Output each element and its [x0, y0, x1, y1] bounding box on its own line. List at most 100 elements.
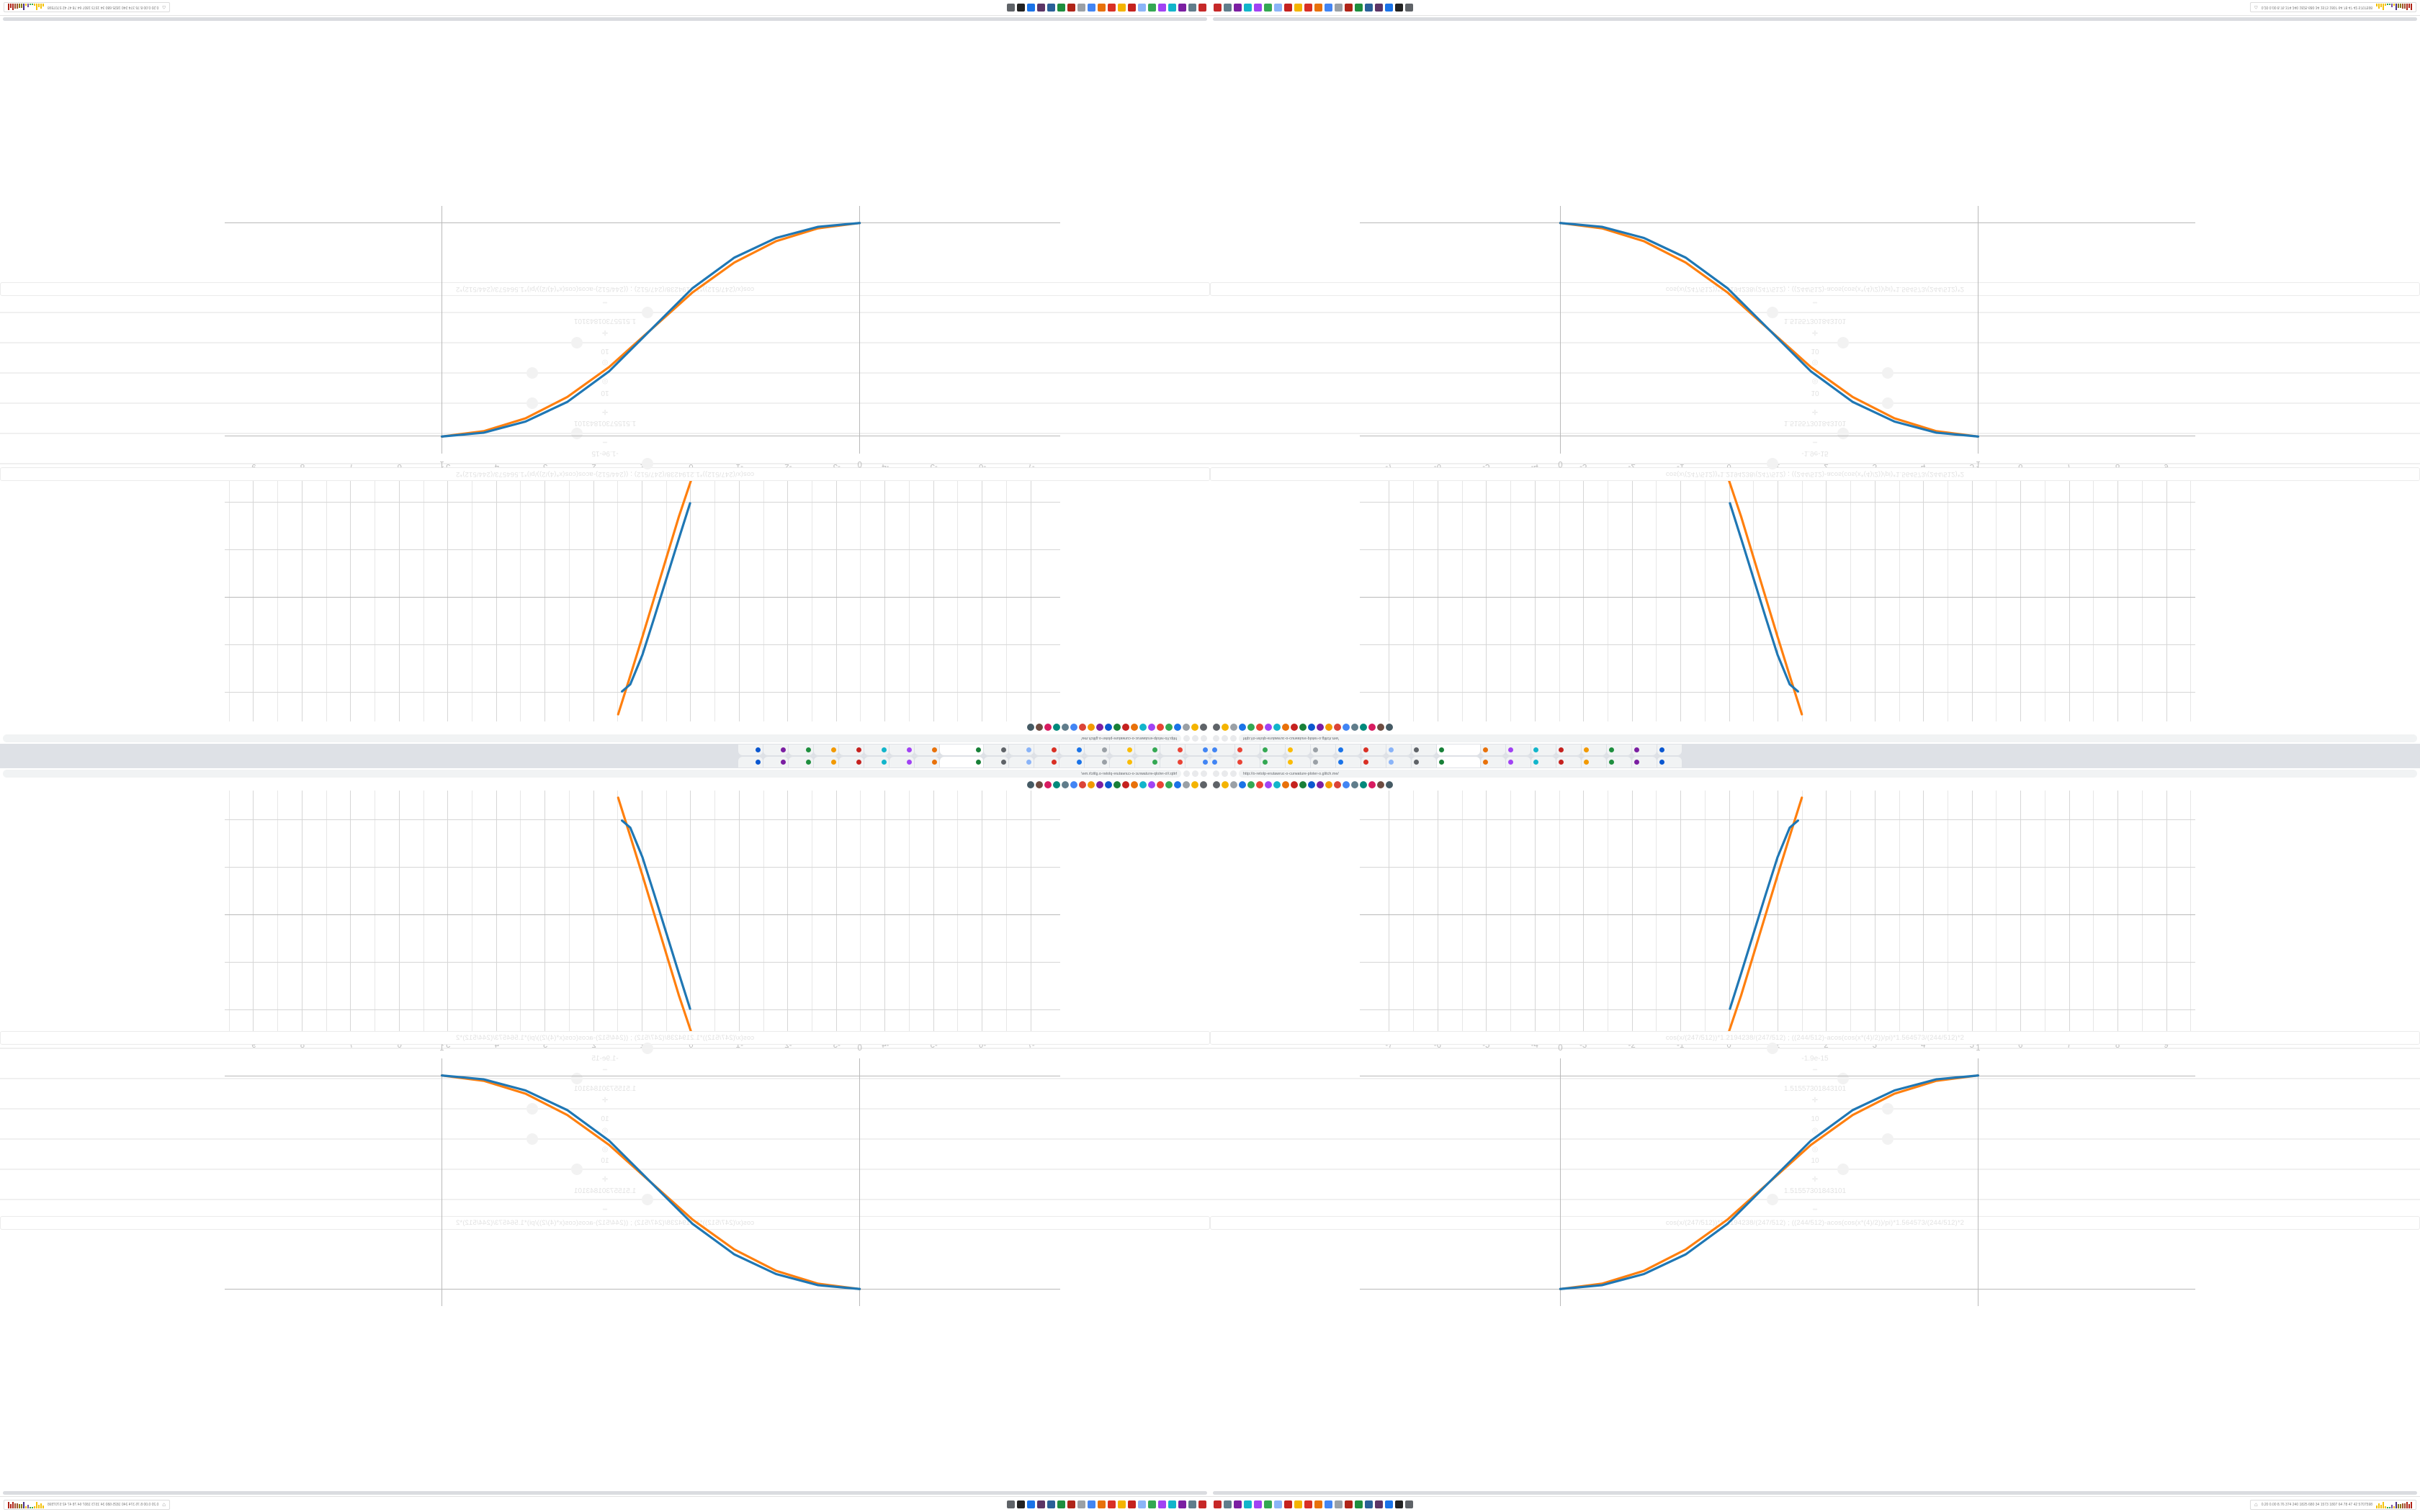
adblock-icon[interactable] [1351, 781, 1358, 788]
download-icon[interactable] [1165, 724, 1173, 731]
browser-tab[interactable] [1556, 757, 1581, 768]
translate2-icon[interactable] [1148, 781, 1155, 788]
page-scrollbar[interactable] [3, 17, 1207, 21]
editor-icon[interactable] [1067, 4, 1075, 12]
folder-icon[interactable] [1077, 4, 1085, 12]
wrench-icon[interactable] [1377, 781, 1384, 788]
browser-tab[interactable] [1336, 757, 1361, 768]
plot-upper[interactable]: -7-6-5-4-3-2-10123456789 [225, 791, 1060, 1050]
plot-upper[interactable]: -7-6-5-4-3-2-10123456789 [225, 462, 1060, 721]
calc-icon[interactable] [1264, 1500, 1272, 1508]
upload-icon[interactable] [1113, 781, 1121, 788]
slider-track[interactable] [1210, 1199, 2420, 1200]
formula-bar-upper[interactable]: cos(x/(247/512))*1.2194238/(247/512) ; (… [0, 1031, 1210, 1045]
browser-tab[interactable] [1085, 757, 1109, 768]
paint-icon[interactable] [1304, 1500, 1312, 1508]
browser-tab[interactable] [1260, 757, 1285, 768]
back-icon[interactable] [1201, 735, 1207, 742]
plot-upper[interactable]: -7-6-5-4-3-2-10123456789 [1360, 462, 2195, 721]
browser-tab[interactable] [1311, 744, 1335, 755]
shield-icon[interactable] [1139, 781, 1147, 788]
gear-icon[interactable] [1131, 781, 1138, 788]
video-icon[interactable] [1037, 4, 1045, 12]
wrench-icon[interactable] [1036, 724, 1043, 731]
thumb-icon[interactable] [1368, 724, 1376, 731]
calc-icon[interactable] [1148, 4, 1156, 12]
browser-tab[interactable] [1632, 744, 1657, 755]
files-icon[interactable] [1214, 4, 1222, 12]
slider-handle[interactable] [641, 1043, 653, 1054]
browser-tab[interactable] [1412, 757, 1436, 768]
translate2-icon[interactable] [1265, 781, 1272, 788]
browser-tab[interactable] [915, 757, 939, 768]
slider-handle[interactable] [1837, 1164, 1849, 1175]
browser-tab[interactable] [1210, 744, 1234, 755]
browser-tab[interactable] [1632, 757, 1657, 768]
browser-tab[interactable] [839, 757, 864, 768]
browser-tab[interactable] [1260, 744, 1285, 755]
page-scrollbar[interactable] [1213, 17, 2417, 21]
gimp-icon[interactable] [1168, 1500, 1176, 1508]
browser-tab[interactable] [864, 757, 889, 768]
network-icon[interactable] [1395, 4, 1403, 12]
colorpicker-icon[interactable] [1256, 781, 1263, 788]
translate-icon[interactable] [1200, 781, 1207, 788]
folder-icon[interactable] [1077, 1500, 1085, 1508]
browser-tab[interactable] [763, 744, 788, 755]
thumb-icon[interactable] [1044, 781, 1052, 788]
calculator-icon[interactable] [1234, 4, 1242, 12]
reload2-icon[interactable] [1239, 781, 1246, 788]
slider-offset-a[interactable] [1210, 458, 2420, 469]
formula-bar-upper[interactable]: cos(x/(247/512))*1.2194238/(247/512) ; (… [1210, 1031, 2420, 1045]
browser-tab[interactable] [1235, 744, 1260, 755]
browser-tab[interactable] [1361, 757, 1386, 768]
plus-icon[interactable] [1291, 781, 1298, 788]
browser-tab[interactable] [1110, 744, 1134, 755]
archive-icon[interactable] [1096, 781, 1103, 788]
music-icon[interactable] [1047, 1500, 1055, 1508]
calc-icon[interactable] [1148, 1500, 1156, 1508]
archive-icon[interactable] [1027, 4, 1035, 12]
tab-strip[interactable] [1210, 756, 2420, 768]
thumb-icon[interactable] [1044, 724, 1052, 731]
plus-icon[interactable] [1122, 724, 1129, 731]
browser-tab[interactable] [1085, 744, 1109, 755]
archive-icon[interactable] [1385, 4, 1393, 12]
browser-tab[interactable] [864, 744, 889, 755]
book-icon[interactable] [1334, 724, 1341, 731]
archive-icon[interactable] [1385, 1500, 1393, 1508]
music-icon[interactable] [1047, 4, 1055, 12]
browser-tab[interactable] [1386, 744, 1411, 755]
reload-icon[interactable] [1183, 770, 1190, 777]
gimp-icon[interactable] [1244, 4, 1252, 12]
browser-tab[interactable] [915, 744, 939, 755]
share-icon[interactable] [1230, 781, 1237, 788]
mail-icon[interactable] [1057, 4, 1065, 12]
settings-icon[interactable] [1294, 1500, 1302, 1508]
editor-icon[interactable] [1345, 1500, 1353, 1508]
impress-icon[interactable] [1138, 1500, 1146, 1508]
power-icon[interactable] [1405, 4, 1413, 12]
mail-icon[interactable] [1355, 4, 1363, 12]
address-bar[interactable]: http://o-retolp-erutawruc-o-curwature-pl… [1239, 734, 2417, 742]
star-icon[interactable] [1222, 781, 1229, 788]
colorpicker-icon[interactable] [1157, 781, 1164, 788]
browser-tab[interactable] [814, 744, 838, 755]
address-bar[interactable]: http://o-retolp-erutawruc-o-curwature-pl… [3, 734, 1181, 742]
forward-icon[interactable] [1192, 735, 1198, 742]
colorpicker-icon[interactable] [1157, 724, 1164, 731]
share-icon[interactable] [1183, 781, 1190, 788]
upload-icon[interactable] [1113, 724, 1121, 731]
browser-tab[interactable] [940, 757, 983, 768]
settings-icon[interactable] [1118, 4, 1126, 12]
share-icon[interactable] [1183, 724, 1190, 731]
settings-icon[interactable] [1027, 724, 1034, 731]
browser-tab[interactable] [1009, 757, 1034, 768]
slider-handle[interactable] [1767, 1043, 1779, 1054]
browser-tab[interactable] [763, 757, 788, 768]
browser-tab[interactable] [1186, 757, 1210, 768]
browser-tab[interactable] [1506, 757, 1531, 768]
colorpicker-icon[interactable] [1256, 724, 1263, 731]
browser-tab[interactable] [1186, 744, 1210, 755]
